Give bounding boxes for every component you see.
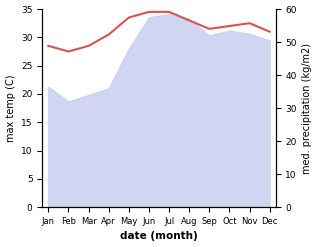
Y-axis label: max temp (C): max temp (C) — [5, 74, 16, 142]
Y-axis label: med. precipitation (kg/m2): med. precipitation (kg/m2) — [302, 43, 313, 174]
X-axis label: date (month): date (month) — [120, 231, 198, 242]
